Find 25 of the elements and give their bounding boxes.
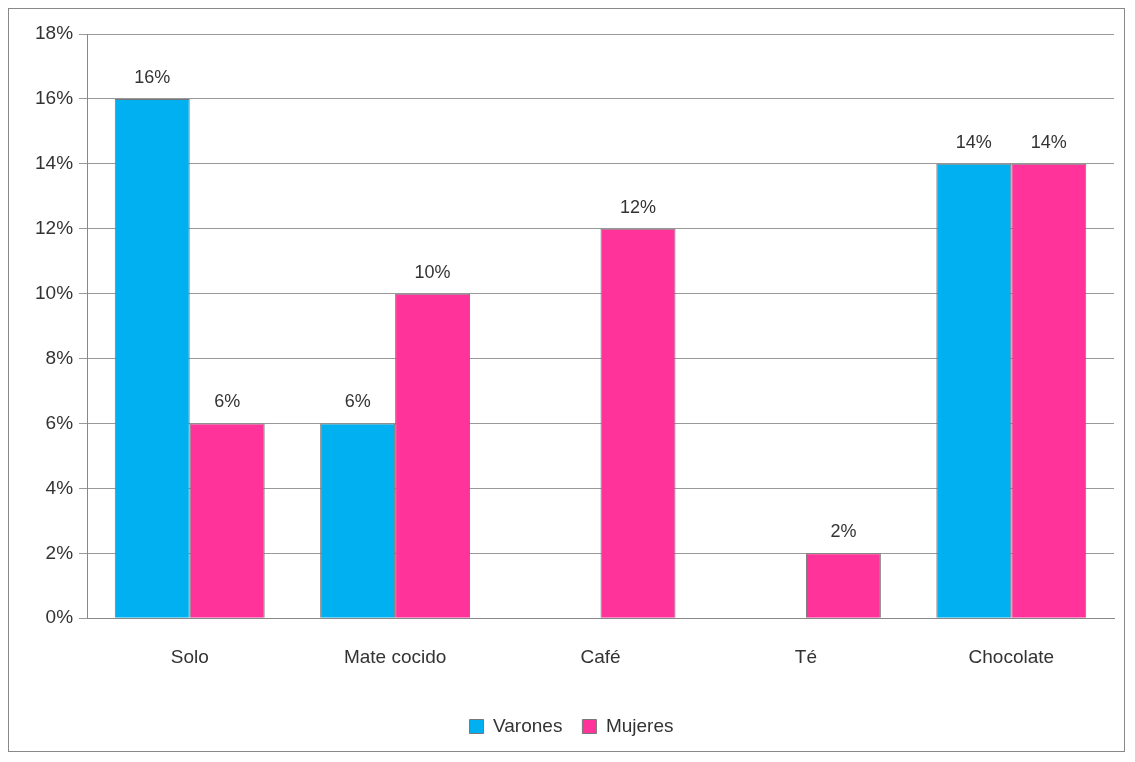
data-label: 16% bbox=[134, 66, 171, 87]
x-tick-label: Café bbox=[580, 645, 621, 667]
x-tick-label: Mate cocido bbox=[343, 645, 447, 667]
data-label: 10% bbox=[414, 261, 451, 282]
x-tick-label: Té bbox=[794, 645, 817, 667]
y-tick-label: 2% bbox=[45, 541, 74, 563]
data-label: 14% bbox=[1030, 131, 1067, 152]
y-tick-label: 10% bbox=[35, 281, 74, 303]
y-tick-label: 0% bbox=[45, 606, 74, 628]
y-tick-label: 6% bbox=[45, 411, 74, 433]
y-tick-label: 14% bbox=[35, 152, 74, 174]
y-tick-label: 12% bbox=[35, 216, 74, 238]
data-label: 14% bbox=[955, 131, 992, 152]
legend-label: Varones bbox=[493, 714, 563, 736]
y-tick-label: 16% bbox=[35, 87, 74, 109]
data-label: 2% bbox=[830, 521, 857, 542]
legend-label: Mujeres bbox=[605, 714, 674, 736]
y-tick-label: 4% bbox=[45, 476, 74, 498]
y-tick-label: 8% bbox=[45, 346, 74, 368]
data-label: 6% bbox=[344, 391, 371, 412]
data-label: 12% bbox=[619, 196, 657, 217]
y-tick-label: 18% bbox=[35, 22, 74, 44]
data-label: 6% bbox=[214, 391, 241, 412]
x-tick-label: Solo bbox=[170, 645, 209, 667]
x-tick-label: Chocolate bbox=[968, 645, 1055, 667]
